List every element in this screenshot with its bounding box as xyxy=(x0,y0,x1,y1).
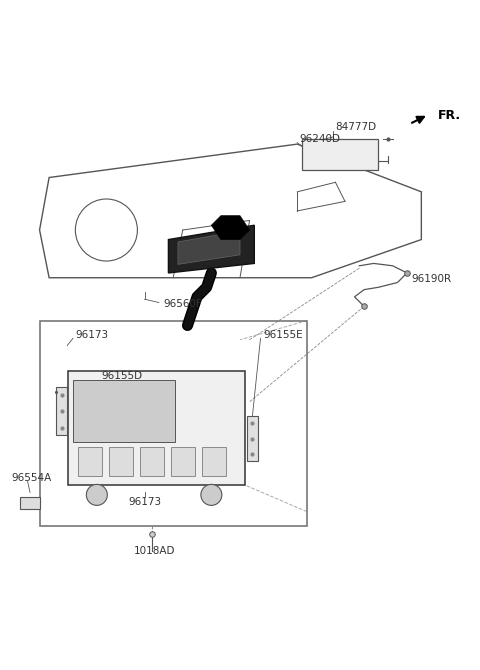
Text: 96173: 96173 xyxy=(75,330,108,340)
Text: 96155E: 96155E xyxy=(263,330,302,340)
Bar xyxy=(68,371,245,485)
Bar xyxy=(247,416,258,462)
Text: 1018AD: 1018AD xyxy=(133,545,175,555)
Bar xyxy=(171,447,195,476)
Text: FR.: FR. xyxy=(438,109,461,122)
Text: 96240D: 96240D xyxy=(300,135,341,144)
Bar xyxy=(73,381,175,442)
Circle shape xyxy=(86,484,108,505)
Text: 84777D: 84777D xyxy=(336,123,377,133)
Bar xyxy=(109,447,132,476)
Text: 96173: 96173 xyxy=(128,497,161,507)
Bar xyxy=(39,321,307,526)
Circle shape xyxy=(201,484,222,505)
Bar xyxy=(78,447,102,476)
Polygon shape xyxy=(178,231,240,265)
FancyBboxPatch shape xyxy=(302,139,378,170)
Text: 96560F: 96560F xyxy=(164,299,203,309)
Text: 96190R: 96190R xyxy=(412,273,452,283)
Text: 96155D: 96155D xyxy=(102,371,143,381)
Bar xyxy=(21,496,39,509)
Text: 96554A: 96554A xyxy=(11,473,51,483)
Polygon shape xyxy=(168,225,254,273)
Bar xyxy=(202,447,226,476)
Bar xyxy=(56,387,67,436)
Bar xyxy=(140,447,164,476)
Polygon shape xyxy=(211,216,250,240)
